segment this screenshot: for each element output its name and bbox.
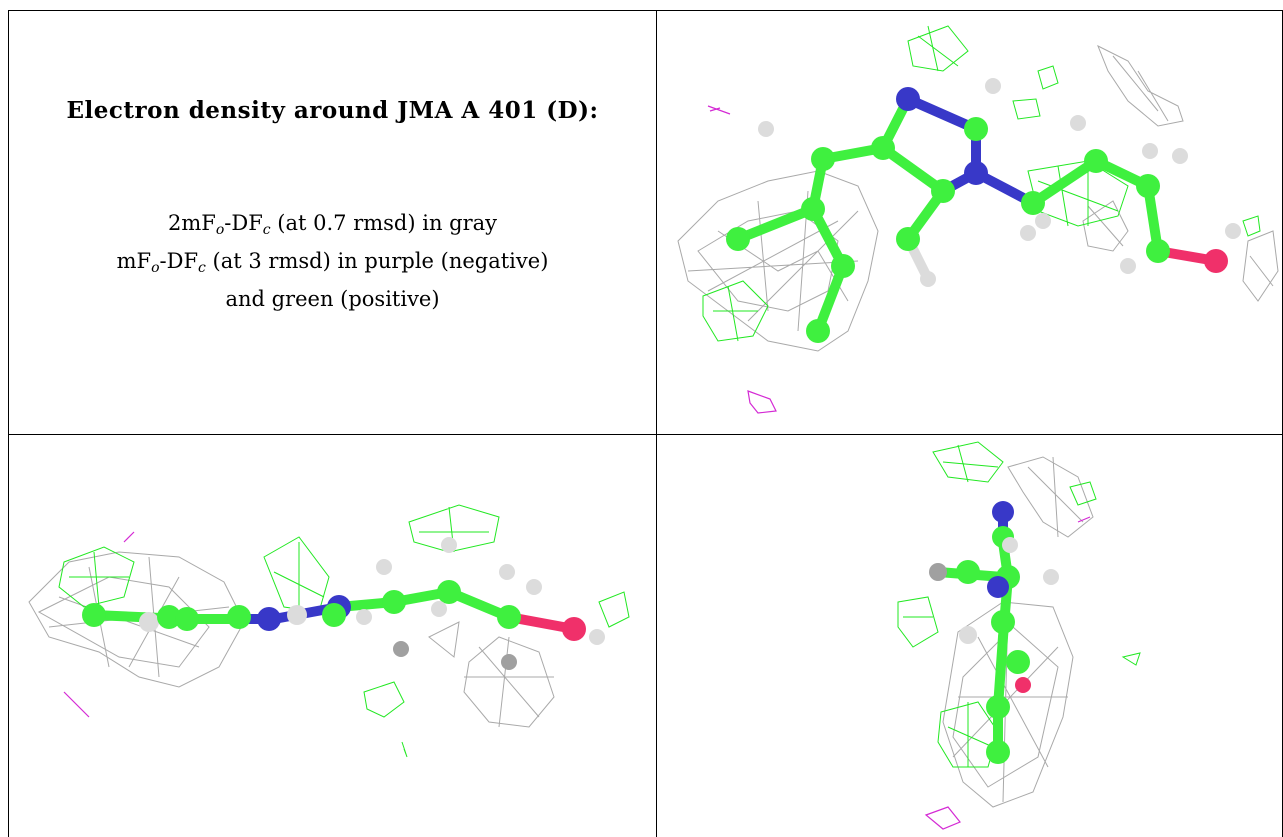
purple-mesh	[924, 516, 1091, 830]
molecule-view-1	[658, 11, 1282, 434]
description-cell: Electron density around JMA A 401 (D): 2…	[9, 11, 656, 434]
table-border-top	[8, 10, 1283, 11]
atoms	[929, 501, 1059, 764]
atoms	[726, 78, 1241, 343]
legend-text: 2mFo-DFc (at 0.7 rmsd) in gray mFo-DFc (…	[9, 208, 656, 315]
green-mesh	[702, 25, 1261, 342]
table-divider-horizontal	[8, 434, 1283, 435]
legend-line-fofc: mFo-DFc (at 3 rmsd) in purple (negative)	[116, 249, 549, 276]
purple-mesh	[63, 531, 135, 718]
molecule-view-3	[658, 437, 1282, 837]
green-mesh	[897, 441, 1141, 768]
table-divider-vertical	[656, 10, 657, 837]
density-render-2	[28, 504, 630, 758]
green-mesh	[58, 504, 630, 758]
figure-title: Electron density around JMA A 401 (D):	[66, 97, 599, 124]
table-border-left	[8, 10, 9, 837]
density-render-1	[677, 25, 1279, 414]
legend-line-2fofc: 2mFo-DFc (at 0.7 rmsd) in gray	[167, 211, 498, 238]
purple-mesh	[707, 105, 777, 414]
gray-mesh	[28, 551, 555, 728]
density-render-3	[897, 441, 1141, 830]
molecule-view-2	[9, 437, 656, 837]
gray-mesh	[677, 44, 1279, 352]
atoms	[82, 537, 605, 670]
legend-line-colors: and green (positive)	[225, 287, 440, 311]
